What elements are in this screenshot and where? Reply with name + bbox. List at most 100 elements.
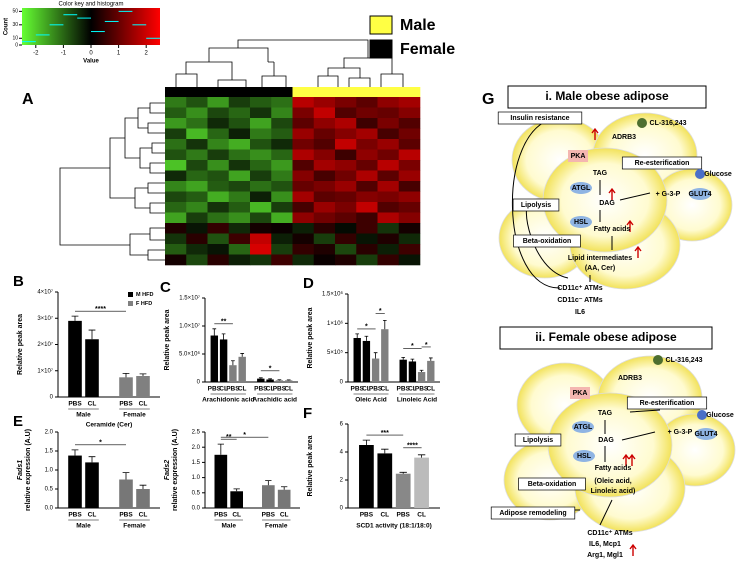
group-label: Arachidonic acid [202,397,254,404]
error-bar [139,373,147,376]
bar [417,372,426,382]
heatmap-cell [250,149,272,161]
heatmap-cell [228,212,251,224]
heatmap-cell [207,128,230,140]
diagram-label: TAG [598,410,613,417]
heatmap-cell [356,139,378,150]
heatmap-cell [377,191,400,203]
heatmap-cell [356,223,378,234]
column-group-bar [335,87,357,97]
x-tick-label: CL [266,386,275,393]
heatmap-cell [313,254,336,266]
x-tick-label: CL [238,386,247,393]
diagram-label: HSL [574,219,589,226]
heatmap-cell [377,212,400,224]
diagram-label: ATGL [574,424,593,431]
heatmap-cell [377,254,400,266]
diagram-label: HSL [577,453,592,460]
heatmap-cell [335,97,357,108]
error-bar [258,377,263,379]
x-tick-label: PBS [262,512,276,519]
legend-label: Male [400,17,436,34]
diagram-label: DAG [599,200,615,207]
bar [408,361,417,382]
heatmap-cell [398,244,421,255]
heatmap-cell [165,233,187,245]
diagram-title: i. Male obese adipose [545,89,669,103]
diagram-label: (Oleic acid, [594,478,631,485]
x-tick-label: PBS [351,386,365,393]
heatmap-cell [292,107,315,119]
heatmap-cell [207,244,230,255]
heatmap-cell [356,181,378,192]
heatmap-cell [335,160,357,171]
x-tick-label: CL [362,386,371,393]
column-group-bar [228,87,251,97]
group-label: Arachidic acid [253,397,297,404]
error-bar [399,471,407,474]
heatmap-cell [377,97,400,108]
y-tick-label: 0 [340,506,344,512]
heatmap-cell [377,128,400,140]
enzyme-box [568,150,588,162]
bar [362,340,371,382]
heatmap-cell [271,181,293,192]
y-tick-label: 0 [340,380,344,386]
column-group-bar [207,87,230,97]
heatmap-cell [250,223,272,234]
heatmap-cell [250,181,272,192]
diagram-label: CD11c⁺ ATMs [557,285,602,292]
heatmap-cell [313,170,336,182]
x-tick-label: PBS [273,386,287,393]
heatmap-cell [165,181,187,192]
heatmap-cell [398,149,421,161]
heatmap-cell [207,149,230,161]
heatmap-cell [313,107,336,119]
heatmap-cell [186,233,208,245]
heatmap-cell [356,254,378,266]
heatmap-cell [313,244,336,255]
regulation-arrows [591,127,642,556]
heatmap-cell [207,202,230,213]
heatmap-cell [250,212,272,224]
bar [68,320,82,397]
heatmap-cell [356,212,378,224]
x-tick-label: CL [380,386,389,393]
diagram-label: Fatty acids [594,226,631,233]
enzyme-box [570,387,590,399]
bar [238,356,246,382]
heatmap-cell [250,97,272,108]
legend-label: F HFD [136,301,152,307]
y-axis-label: Relative peak area [17,314,24,375]
diagram-label: GLUT4 [689,191,712,198]
error-bar [417,454,426,458]
heatmap-cell [165,118,187,129]
error-bar [428,357,433,361]
significance-label: **** [95,306,106,313]
heatmap-cell [271,97,293,108]
diagram-label: Linoleic acid) [591,488,636,495]
heatmap-cell [398,191,421,203]
significance-label: *** [381,430,389,437]
y-tick-label: 5.0×10⁶ [179,351,201,358]
significance-label: * [269,366,272,373]
heatmap-cell [228,191,251,203]
error-bar [382,320,387,330]
significance-label: ** [226,434,232,441]
y-tick-label: 1.5 [192,460,201,466]
bar [229,365,237,382]
heatmap-cell [398,118,421,129]
heatmap-cell [313,191,336,203]
heatmap-cell [377,118,400,129]
panel-label: A [22,91,34,108]
significance-label: ** [221,319,227,326]
y-axis-label: relative expression (A.U) [172,429,179,511]
enzyme-oval [695,428,717,440]
heatmap-cell [292,160,315,171]
heatmap-cell [292,170,315,182]
bar [399,359,407,382]
heatmap-cell [207,118,230,129]
heatmap-cell [313,97,336,108]
x-tick-label: CL [88,401,97,408]
column-group-bar [292,87,315,97]
